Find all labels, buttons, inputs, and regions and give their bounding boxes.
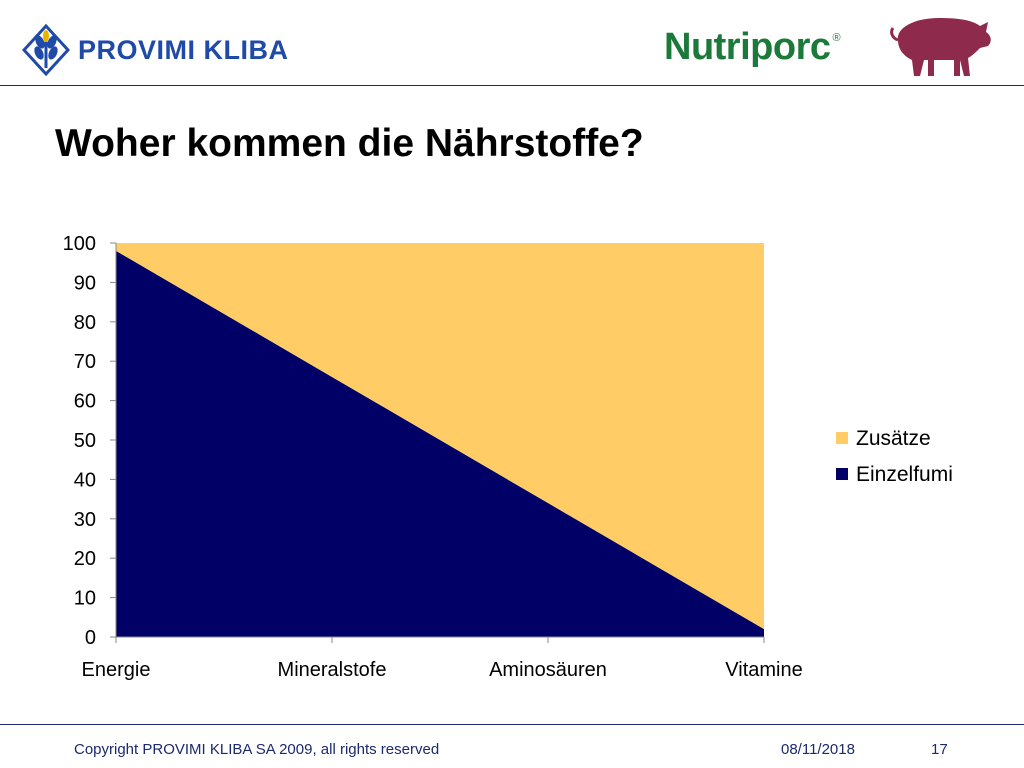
legend-label-einzelfumi: Einzelfumi bbox=[856, 463, 953, 486]
x-tick-label: Aminosäuren bbox=[489, 659, 607, 681]
area-zusätze bbox=[116, 243, 764, 630]
y-tick-label: 100 bbox=[63, 233, 96, 255]
footer-divider bbox=[0, 724, 1024, 725]
footer-copyright: Copyright PROVIMI KLIBA SA 2009, all rig… bbox=[74, 741, 440, 758]
page-title: Woher kommen die Nährstoffe? bbox=[55, 122, 644, 165]
y-tick-label: 40 bbox=[74, 469, 96, 491]
area-einzelfumi bbox=[116, 250, 764, 637]
x-tick-label: Vitamine bbox=[725, 659, 802, 681]
y-tick-label: 0 bbox=[85, 627, 96, 649]
nutriporc-logo: Nutriporc ® bbox=[664, 22, 841, 72]
provimi-kliba-wordmark: PROVIMI KLIBA bbox=[78, 34, 289, 65]
pig-icon bbox=[890, 18, 991, 76]
axes: 0 10 20 30 40 50 60 70 80 90 100 Energie Mineralstof… bbox=[63, 233, 803, 681]
legend-swatch-zusätze bbox=[836, 432, 848, 444]
y-tick-label: 10 bbox=[74, 588, 96, 610]
y-tick-label: 70 bbox=[74, 351, 96, 373]
y-tick-label: 60 bbox=[74, 391, 96, 413]
footer-date: 08/11/2018 bbox=[781, 741, 855, 758]
plot-area bbox=[116, 243, 764, 637]
stacked-area-chart: 0 10 20 30 40 50 60 70 80 90 100 Energie Mineralstof… bbox=[63, 233, 953, 681]
legend: Zusätze Einzelfumi bbox=[836, 427, 953, 486]
header-divider bbox=[0, 85, 1024, 86]
x-tick-label: Mineralstofe bbox=[278, 659, 387, 681]
footer-page-number: 17 bbox=[931, 741, 948, 758]
legend-swatch-einzelfumi bbox=[836, 468, 848, 480]
y-tick-label: 90 bbox=[74, 272, 96, 294]
y-tick-label: 80 bbox=[74, 312, 96, 334]
y-tick-label: 50 bbox=[74, 430, 96, 452]
x-tick-label: Energie bbox=[82, 659, 151, 681]
wheat-emblem-icon bbox=[22, 24, 70, 76]
legend-label-zusätze: Zusätze bbox=[856, 427, 931, 450]
provimi-kliba-logo: PROVIMI KLIBA bbox=[22, 20, 289, 80]
y-tick-label: 30 bbox=[74, 509, 96, 531]
registered-mark: ® bbox=[832, 32, 841, 44]
nutriporc-wordmark: Nutriporc bbox=[664, 25, 831, 68]
y-tick-label: 20 bbox=[74, 548, 96, 570]
